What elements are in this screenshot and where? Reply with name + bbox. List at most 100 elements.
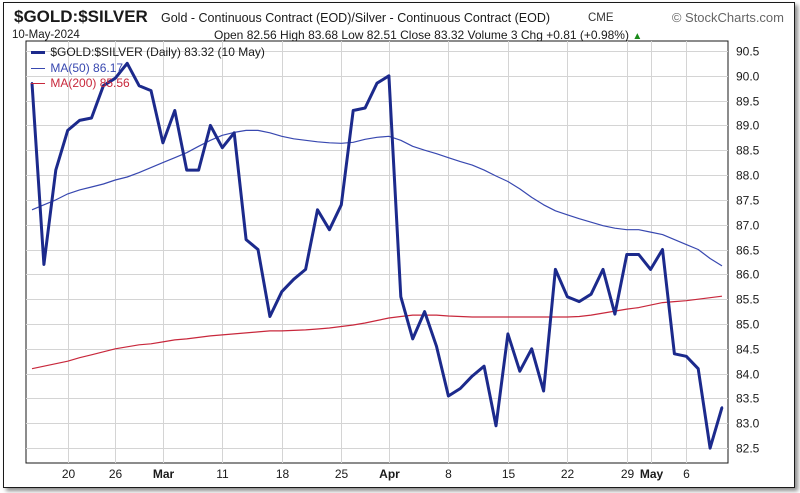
price-point: [268, 315, 272, 318]
price-point: [221, 146, 224, 149]
price-point: [54, 168, 57, 172]
x-tick-label: 15: [502, 467, 516, 481]
y-tick-label: 88.0: [736, 169, 760, 183]
y-tick-label: 87.0: [736, 219, 760, 233]
price-point: [518, 370, 521, 373]
price-point: [292, 278, 295, 281]
price-point: [90, 116, 93, 120]
price-chart: 82.5 83.0 83.5 84.0 84.5 85.0 85.5 86.0 86.5 87.0…: [25, 40, 760, 481]
legend-item-ma200: MA(200) 85.56: [31, 76, 130, 90]
x-tick-label: May: [640, 467, 664, 481]
quote-date: 10-May-2024: [12, 29, 80, 41]
legend-label-ma200: MA(200) 85.56: [50, 76, 130, 90]
price-point: [352, 109, 355, 112]
price-point: [697, 367, 700, 370]
y-tick-label: 89.0: [736, 119, 760, 133]
price-point: [399, 295, 402, 298]
price-point: [578, 300, 581, 303]
price-point: [78, 119, 81, 122]
price-point: [613, 312, 617, 316]
price-point: [328, 228, 331, 231]
y-tick-label: 87.5: [736, 194, 760, 208]
price-point: [126, 62, 129, 65]
price-point: [649, 268, 652, 271]
x-tick-label: 11: [216, 467, 229, 481]
legend-label-price: $GOLD:$SILVER (Daily) 83.32 (10 May): [50, 45, 265, 59]
x-tick-label: 22: [561, 467, 575, 481]
price-point: [566, 295, 569, 298]
price-point: [363, 106, 367, 110]
price-point: [102, 84, 105, 87]
price-point: [161, 141, 165, 144]
y-tick-label: 84.0: [736, 368, 760, 382]
price-point: [375, 82, 379, 85]
y-tick-label: 82.5: [736, 442, 760, 456]
symbol-title: $GOLD:$SILVER: [14, 7, 148, 26]
legend-label-ma50: MA(50) 86.17: [50, 61, 124, 75]
exchange-label: CME: [588, 12, 614, 24]
price-point: [589, 293, 593, 296]
price-point: [494, 424, 498, 427]
price-point: [411, 337, 414, 341]
y-tick-label: 84.5: [736, 343, 760, 357]
x-tick-label: 26: [109, 467, 123, 481]
price-point: [459, 387, 462, 390]
y-tick-label: 90.5: [736, 45, 760, 59]
symbol-description: Gold - Continuous Contract (EOD)/Silver …: [161, 11, 551, 25]
price-point: [42, 263, 46, 266]
x-tick-label: Apr: [379, 467, 400, 481]
ohlc-summary: Open 82.56 High 83.68 Low 82.51 Close 83…: [214, 28, 642, 42]
price-point: [233, 131, 236, 134]
price-point: [423, 310, 426, 313]
x-tick-label: 20: [62, 467, 76, 481]
price-point: [316, 208, 319, 211]
y-tick-label: 83.0: [736, 417, 760, 431]
y-tick-label: 86.5: [736, 244, 760, 258]
x-tick-label: 8: [445, 467, 452, 481]
y-tick-label: 90.0: [736, 70, 760, 84]
series-line-ma50: [31, 129, 723, 267]
legend-item-price: $GOLD:$SILVER (Daily) 83.32 (10 May): [31, 45, 265, 59]
price-point: [304, 268, 307, 271]
price-point: [708, 446, 712, 450]
price-point: [661, 248, 664, 251]
price-point: [256, 248, 260, 251]
price-point: [209, 124, 212, 127]
price-point: [471, 374, 474, 378]
price-point: [554, 268, 557, 271]
price-point: [601, 268, 605, 271]
x-tick-label: Mar: [153, 467, 175, 481]
chart-frame: 82.5 83.0 83.5 84.0 84.5 85.0 85.5 86.0 86.5 87.0…: [3, 2, 795, 488]
x-tick-label: 25: [335, 467, 349, 481]
legend-swatch-price: [31, 51, 45, 55]
series-line-ma200: [31, 295, 723, 370]
price-point: [720, 406, 724, 409]
change-arrow-icon: ▲: [632, 31, 643, 42]
price-point: [244, 238, 248, 241]
y-tick-label: 88.5: [736, 144, 760, 158]
price-point: [114, 77, 117, 80]
brand-watermark: © StockCharts.com: [671, 10, 784, 25]
x-tick-label: 6: [683, 467, 690, 481]
price-point: [149, 89, 153, 92]
y-tick-label: 85.5: [736, 293, 760, 307]
y-tick-label: 89.5: [736, 95, 760, 109]
price-point: [625, 253, 628, 256]
price-point: [387, 74, 391, 78]
price-point: [673, 352, 676, 355]
price-point: [173, 109, 176, 112]
price-point: [185, 168, 188, 172]
price-point: [542, 389, 545, 393]
ohlc-text: Open 82.56 High 83.68 Low 82.51 Close 83…: [214, 28, 629, 42]
price-point: [280, 290, 283, 293]
price-point: [66, 129, 69, 132]
price-point: [197, 168, 200, 172]
price-point: [637, 253, 640, 256]
y-tick-label: 86.0: [736, 268, 760, 282]
x-tick-label: 29: [621, 467, 635, 481]
price-point: [447, 394, 450, 398]
price-point: [137, 84, 141, 87]
price-point: [685, 355, 688, 358]
x-tick-label: 18: [276, 467, 290, 481]
price-point: [340, 203, 343, 206]
